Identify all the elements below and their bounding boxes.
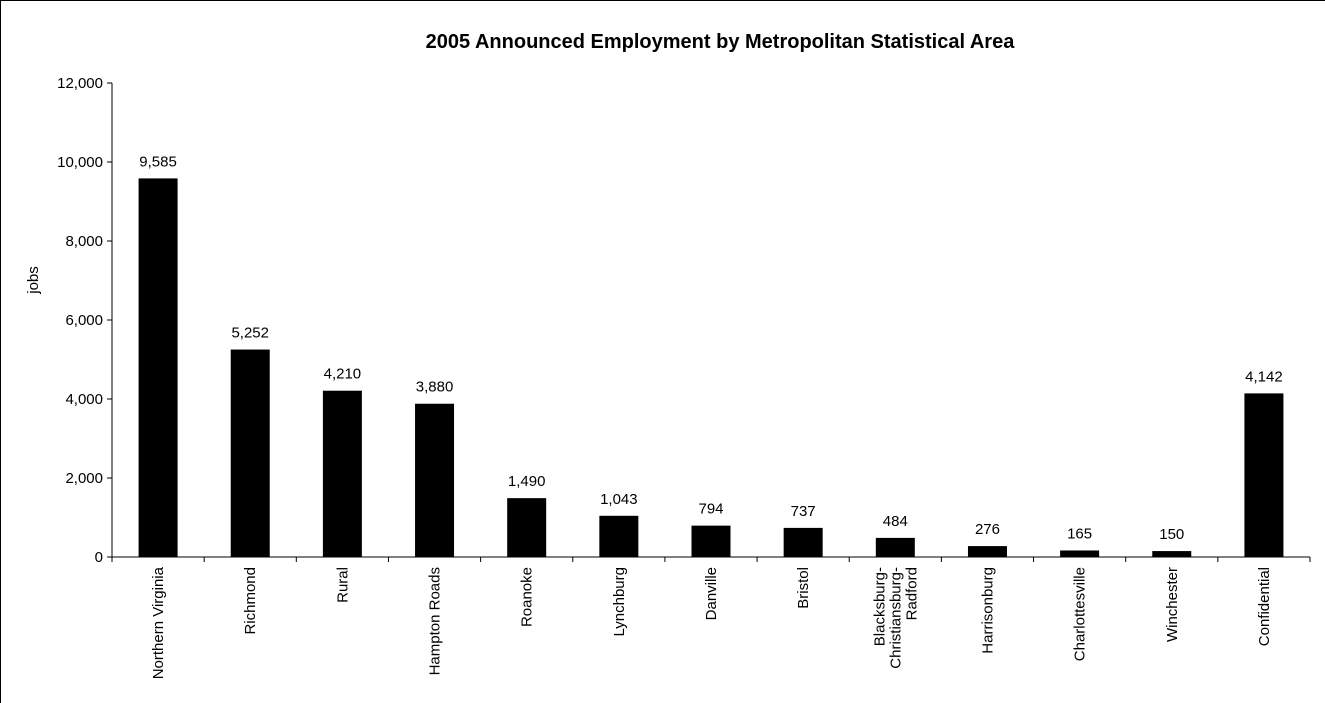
category-label: Winchester: [1164, 567, 1181, 642]
category-label: Richmond: [242, 567, 259, 635]
data-label: 276: [975, 521, 1000, 538]
category-label: Northern Virginia: [150, 566, 167, 679]
data-label: 1,043: [600, 491, 638, 508]
data-label: 737: [791, 503, 816, 520]
data-labels-group: 9,585 5,252 4,210 3,880 1,490 1,043 794 737 484 2…: [139, 153, 1282, 543]
bars-group: [138, 178, 1284, 557]
bar: [138, 178, 178, 557]
y-tick-label: 6,000: [65, 312, 103, 329]
bar: [1060, 550, 1100, 557]
category-label-line: Northern Virginia: [150, 566, 167, 679]
category-label: Bristol: [795, 567, 812, 609]
bar: [783, 527, 823, 557]
bar: [1152, 551, 1192, 557]
category-label: Confidential: [1256, 567, 1273, 646]
category-label-line: Radford: [903, 567, 920, 620]
category-label-line: Lynchburg: [611, 567, 628, 637]
category-label-line: Harrisonburg: [979, 567, 996, 654]
data-label: 9,585: [139, 153, 177, 170]
x-axis: [111, 556, 1311, 562]
data-label: 4,210: [324, 366, 362, 383]
category-label-line: Danville: [703, 567, 720, 620]
bar: [1244, 393, 1284, 557]
category-label: Blacksburg-Christiansburg-Radford: [871, 567, 920, 669]
category-label: Harrisonburg: [979, 567, 996, 654]
category-label: Danville: [703, 567, 720, 620]
bar: [875, 537, 915, 557]
category-label: Lynchburg: [611, 567, 628, 637]
y-axis-title: jobs: [25, 266, 42, 295]
category-label-line: Charlottesville: [1072, 567, 1089, 661]
chart-title: 2005 Announced Employment by Metropolita…: [425, 31, 1015, 53]
category-label-line: Richmond: [242, 567, 259, 635]
category-label-line: Roanoke: [519, 567, 536, 627]
y-axis: 0 2,000 4,000 6,000 8,000 10,000 12,000: [57, 75, 113, 566]
bar: [967, 546, 1007, 557]
bar: [691, 525, 731, 557]
category-label: Hampton Roads: [427, 567, 444, 675]
y-tick-label: 8,000: [65, 233, 103, 250]
bar: [322, 390, 362, 557]
y-tick-label: 2,000: [65, 470, 103, 487]
category-label-line: Bristol: [795, 567, 812, 609]
bar: [599, 515, 639, 557]
bar: [415, 403, 455, 557]
category-label-line: Blacksburg-: [871, 567, 888, 646]
category-label-line: Christiansburg-: [887, 567, 904, 669]
category-label: Roanoke: [519, 567, 536, 627]
data-label: 150: [1159, 526, 1184, 543]
data-label: 3,880: [416, 379, 454, 396]
data-label: 1,490: [508, 473, 546, 490]
category-label-line: Winchester: [1164, 567, 1181, 642]
bar: [507, 498, 547, 557]
y-tick-label: 10,000: [57, 154, 103, 171]
y-tick-label: 4,000: [65, 391, 103, 408]
data-label: 484: [883, 513, 908, 530]
data-label: 794: [698, 501, 723, 518]
category-label-line: Rural: [334, 567, 351, 603]
data-label: 5,252: [231, 325, 269, 342]
category-label: Charlottesville: [1072, 567, 1089, 661]
category-labels-group: Northern Virginia Richmond Rural Hampton Ro…: [150, 566, 1273, 679]
data-label: 165: [1067, 525, 1092, 542]
y-tick-label: 0: [95, 549, 103, 566]
bar: [230, 349, 270, 557]
category-label-line: Confidential: [1256, 567, 1273, 646]
y-tick-label: 12,000: [57, 75, 103, 92]
data-label: 4,142: [1245, 368, 1283, 385]
category-label: Rural: [334, 567, 351, 603]
category-label-line: Hampton Roads: [427, 567, 444, 675]
